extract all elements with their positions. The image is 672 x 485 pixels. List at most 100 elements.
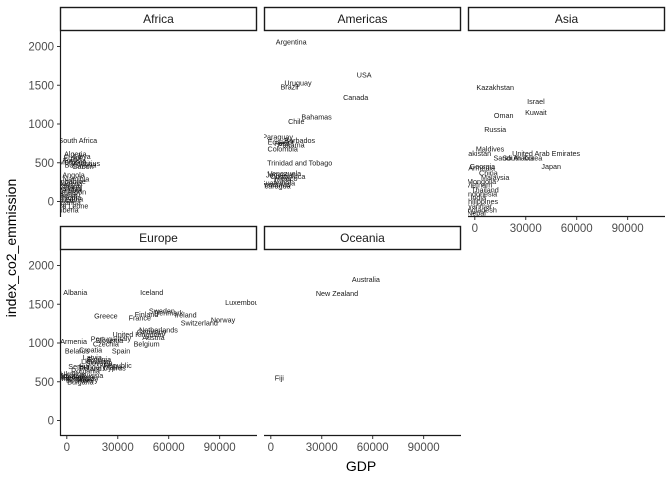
point-label-europe-republic: Republic bbox=[104, 361, 132, 370]
point-label-europe-albania: Albania bbox=[63, 288, 87, 297]
point-label-europe-finland: Finland bbox=[135, 310, 159, 319]
x-tick-label-oceania-1: 30000 bbox=[306, 442, 338, 454]
point-label-europe-austria: Austria bbox=[142, 333, 164, 342]
point-label-europe-united-kingdom: United Kingdom bbox=[113, 330, 164, 339]
point-label-europe-georgia: Georgia bbox=[62, 373, 88, 382]
point-label-americas-barbados: Barbados bbox=[284, 136, 315, 145]
point-label-africa-gabon: Gabon bbox=[72, 162, 94, 171]
y-tick-label-africa-3: 1500 bbox=[28, 80, 54, 92]
point-label-americas-bahamas: Bahamas bbox=[301, 113, 332, 122]
point-label-africa-benin: Benin bbox=[59, 191, 77, 200]
point-label-asia-kuwait: Kuwait bbox=[525, 108, 547, 117]
point-label-europe-lithuania: Lithuania bbox=[81, 357, 110, 366]
x-tick-label-oceania-0: 0 bbox=[268, 442, 274, 454]
point-label-asia-israel: Israel bbox=[527, 97, 545, 106]
facet-strip-label-africa: Africa bbox=[143, 12, 174, 26]
point-label-americas-mexico: Mexico bbox=[275, 174, 298, 183]
point-label-asia-kazakhstan: Kazakhstan bbox=[476, 83, 514, 92]
x-tick-label-europe-3: 90000 bbox=[204, 442, 236, 454]
point-label-asia-mongolia: Mongolia bbox=[467, 177, 496, 186]
point-label-europe-turkey: Turkey bbox=[76, 376, 98, 385]
y-tick-label-africa-2: 1000 bbox=[28, 119, 54, 131]
point-label-europe-macedonia: Macedonia bbox=[59, 374, 94, 383]
facet-points-europe: Albania Iceland Luxembourg SwedenDenmarkFin… bbox=[57, 288, 257, 386]
point-label-asia-vietnam: Vietnam bbox=[466, 181, 492, 190]
x-tick-label-europe-0: 0 bbox=[64, 442, 70, 454]
point-label-africa-mali: Mali bbox=[62, 196, 76, 205]
point-label-asia-georgia: Georgia bbox=[470, 162, 496, 171]
point-label-africa-egypt: Egypt bbox=[64, 154, 82, 163]
point-label-europe-malta: Malta bbox=[104, 363, 122, 372]
point-label-americas-chile: Chile bbox=[288, 117, 304, 126]
point-label-asia-russia: Russia bbox=[484, 125, 506, 134]
point-label-europe-poland: Poland bbox=[79, 364, 101, 373]
y-tick-label-africa-0: 0 bbox=[48, 197, 54, 209]
point-label-americas-venezuela: Venezuela bbox=[268, 169, 302, 178]
point-label-asia-united-arab-emirates: United Arab Emirates bbox=[512, 149, 580, 158]
point-label-africa-kenya: Kenya bbox=[59, 181, 79, 190]
facet-points-africa: South Africa AlgeriaLibyaEgyptTunisiaMoro… bbox=[47, 136, 101, 215]
point-label-europe-estonia: Estonia bbox=[87, 355, 111, 364]
x-tick-label-europe-2: 60000 bbox=[153, 442, 185, 454]
point-label-africa-sierra-leone: Sierra Leone bbox=[47, 202, 88, 211]
point-label-americas-costa-rica: Costa Rica bbox=[270, 172, 305, 181]
point-label-europe-bulgaria: Bulgaria bbox=[67, 377, 93, 386]
point-label-asia-india: India bbox=[470, 193, 486, 202]
y-tick-label-europe-2: 1000 bbox=[28, 338, 54, 350]
point-label-europe-croatia: Croatia bbox=[79, 346, 102, 355]
point-label-africa-nigeria: Nigeria bbox=[60, 179, 83, 188]
y-tick-label-europe-1: 500 bbox=[35, 377, 54, 389]
point-label-americas-paraguay: Paraguay bbox=[262, 133, 293, 142]
point-label-europe-netherlands: Netherlands bbox=[139, 325, 178, 334]
point-label-oceania-new-zealand: New Zealand bbox=[316, 289, 358, 298]
point-label-americas-peru: Peru bbox=[274, 139, 289, 148]
point-label-asia-china: China bbox=[479, 168, 498, 177]
facet-strip-label-asia: Asia bbox=[555, 12, 579, 26]
point-label-asia-pakistan: Pakistan bbox=[464, 149, 492, 158]
axes: 0 500 1000 1500 2000 0 30000 60000 90000 0 500 1000… bbox=[28, 42, 643, 455]
point-label-europe-moldova: Moldova bbox=[57, 371, 84, 380]
x-axis-title: GDP bbox=[346, 458, 376, 474]
point-label-africa-angola: Angola bbox=[62, 171, 84, 180]
point-label-asia-maldives: Maldives bbox=[476, 144, 505, 153]
point-label-europe-cyprus: Cyprus bbox=[103, 363, 126, 372]
point-label-americas-brazil: Brazil bbox=[281, 82, 299, 91]
point-label-europe-armenia: Armenia bbox=[60, 337, 87, 346]
y-tick-label-europe-3: 1500 bbox=[28, 299, 54, 311]
y-tick-label-africa-4: 2000 bbox=[28, 42, 54, 54]
point-label-africa-mauritius: Mauritius bbox=[71, 159, 101, 168]
point-label-europe-sweden: Sweden bbox=[149, 307, 175, 316]
point-label-europe-slovakia: Slovakia bbox=[86, 359, 113, 368]
point-label-africa-liberia: Liberia bbox=[57, 206, 79, 215]
point-label-europe-slovenia: Slovenia bbox=[96, 336, 124, 345]
point-label-asia-indonesia: Indonesia bbox=[466, 189, 497, 198]
point-label-asia-south-korea: South Korea bbox=[502, 154, 542, 163]
point-label-europe-france: France bbox=[129, 314, 151, 323]
facet-strip-americas bbox=[263, 6, 462, 32]
x-tick-label-oceania-3: 90000 bbox=[408, 442, 440, 454]
point-label-europe-portugal: Portugal bbox=[91, 335, 118, 344]
x-tick-label-asia-1: 30000 bbox=[510, 223, 542, 235]
point-label-asia-armenia: Armenia bbox=[468, 164, 495, 173]
x-tick-label-asia-0: 0 bbox=[472, 223, 478, 235]
facet-strip-europe bbox=[59, 225, 258, 251]
point-label-americas-guatemala: Guatemala bbox=[260, 178, 295, 187]
point-label-europe-hungary: Hungary bbox=[79, 363, 107, 372]
point-label-europe-czechia: Czechia bbox=[93, 339, 119, 348]
facet-strip-label-americas: Americas bbox=[337, 12, 387, 26]
point-label-africa-ethiopia: Ethiopia bbox=[55, 193, 81, 202]
point-label-asia-malaysia: Malaysia bbox=[481, 173, 509, 182]
point-label-africa-sudan: Sudan bbox=[59, 189, 80, 198]
point-label-asia-oman: Oman bbox=[494, 111, 514, 120]
point-label-europe-romania: Romania bbox=[71, 366, 100, 375]
point-label-europe-montenegro: Montenegro bbox=[60, 373, 98, 382]
point-label-americas-colombia: Colombia bbox=[268, 144, 298, 153]
x-tick-label-europe-1: 30000 bbox=[102, 442, 134, 454]
point-label-americas-trinidad-and-tobago: Trinidad and Tobago bbox=[267, 158, 332, 167]
point-label-europe-latvia: Latvia bbox=[83, 353, 102, 362]
point-label-americas-argentina: Argentina bbox=[276, 37, 307, 46]
point-label-asia-myanmar: Myanmar bbox=[462, 202, 493, 211]
